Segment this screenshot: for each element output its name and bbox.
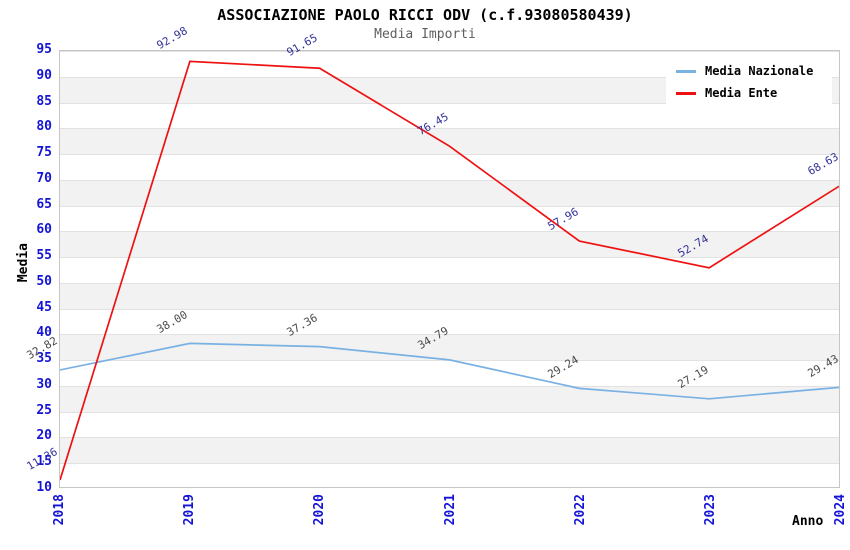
gridline (60, 102, 839, 104)
legend-line-swatch (676, 69, 696, 73)
x-tick-label: 2022 (572, 494, 588, 526)
x-tick-label: 2020 (312, 494, 328, 526)
series-line-media-ente (60, 60, 839, 481)
grid-band (60, 128, 839, 155)
gridline (60, 411, 839, 413)
gridline (60, 128, 839, 130)
gridline (60, 231, 839, 233)
chart-title: ASSOCIAZIONE PAOLO RICCI ODV (c.f.930805… (217, 6, 633, 24)
series-line-media-nazionale (60, 342, 839, 400)
legend-item-media-ente[interactable]: Media Ente (676, 82, 824, 104)
y-tick-label: 70 (36, 170, 52, 186)
x-tick-label: 2018 (52, 494, 67, 526)
grid-band (60, 282, 839, 309)
y-tick-label: 15 (36, 454, 52, 470)
grid-band (60, 231, 839, 258)
gridline (60, 154, 839, 156)
y-tick-label: 20 (36, 428, 52, 444)
y-tick-label: 10 (36, 480, 52, 495)
y-tick-label: 55 (36, 248, 52, 264)
legend-line-swatch (676, 91, 696, 95)
x-tick-label: 2021 (442, 494, 458, 526)
y-tick-label: 95 (36, 42, 52, 57)
legend-label: Media Ente (705, 86, 778, 100)
x-tick-label: 2024 (833, 494, 848, 526)
series-lines (60, 60, 839, 481)
gridline (60, 76, 839, 78)
grid-band (60, 437, 839, 464)
y-tick-label: 85 (36, 93, 52, 109)
y-tick-label: 75 (36, 145, 52, 161)
y-tick-label: 90 (36, 67, 52, 83)
y-tick-label: 50 (36, 273, 52, 289)
y-tick-label: 40 (36, 325, 52, 341)
x-axis-title: Anno (792, 514, 824, 529)
gridline (60, 334, 839, 336)
gridline (60, 51, 839, 52)
gridline (60, 385, 839, 387)
y-tick-label: 65 (36, 196, 52, 212)
gridline (60, 282, 839, 284)
y-tick-label: 35 (36, 351, 52, 367)
y-tick-label: 25 (36, 402, 52, 418)
y-tick-label: 45 (36, 299, 52, 315)
chart-subtitle: Media Importi (374, 27, 476, 42)
y-tick-label: 60 (36, 222, 52, 238)
x-tick-label: 2023 (702, 494, 718, 526)
gridline (60, 179, 839, 181)
legend-item-media-nazionale[interactable]: Media Nazionale (676, 60, 824, 82)
grid-band (60, 334, 839, 361)
y-tick-label: 30 (36, 376, 52, 392)
gridline (60, 463, 839, 465)
gridline (60, 205, 839, 207)
gridline (60, 308, 839, 310)
plot-area (59, 50, 840, 488)
y-tick-label: 80 (36, 119, 52, 135)
gridline (60, 437, 839, 439)
gridline (60, 257, 839, 259)
x-tick-label: 2019 (182, 494, 198, 526)
grid-band (60, 179, 839, 206)
legend: Media Nazionale Media Ente (666, 54, 832, 110)
legend-label: Media Nazionale (705, 64, 814, 78)
